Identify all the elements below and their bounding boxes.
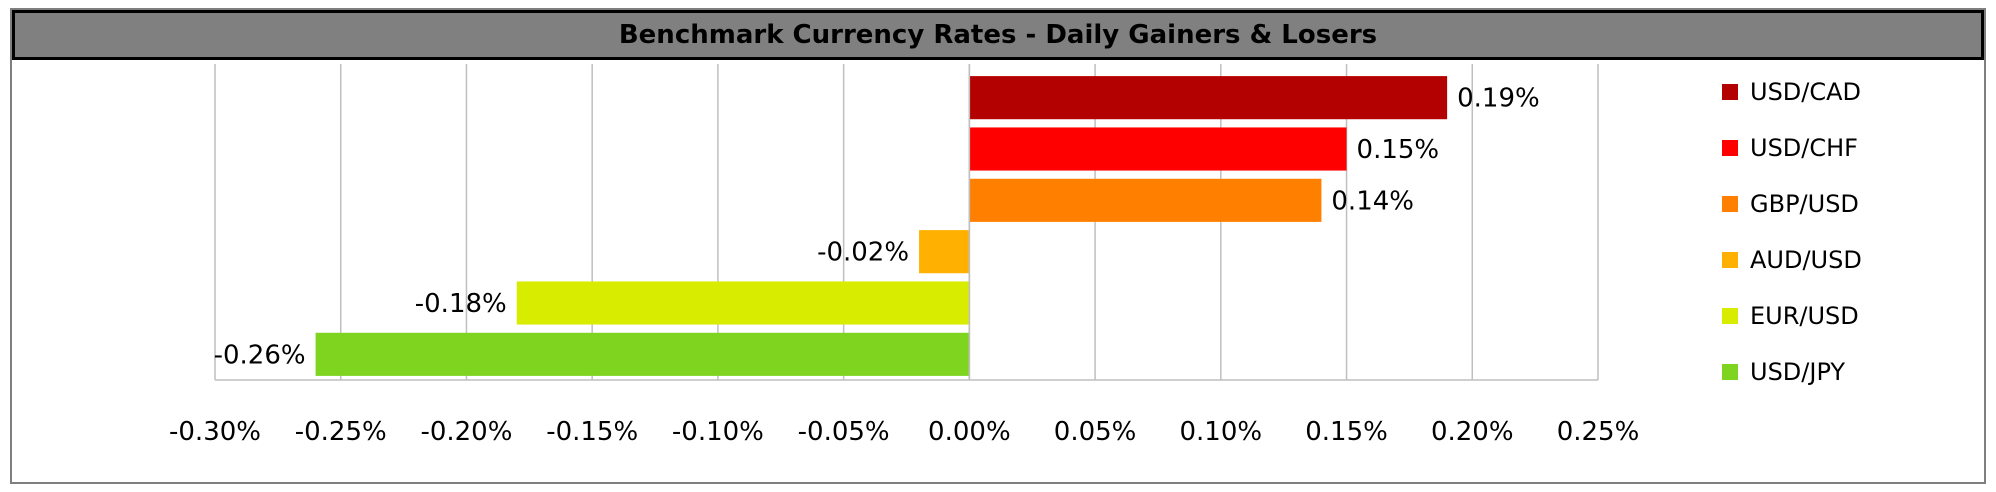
legend-swatch [1722, 252, 1738, 268]
legend-label: AUD/USD [1750, 246, 1862, 274]
bar-usd-chf [969, 127, 1347, 171]
x-tick-label: 0.20% [1431, 417, 1514, 447]
data-label: 0.19% [1457, 84, 1540, 114]
legend-label: EUR/USD [1750, 302, 1859, 330]
x-tick-label: 0.25% [1557, 417, 1640, 447]
legend-swatch [1722, 140, 1738, 156]
x-tick-label: 0.15% [1305, 417, 1388, 447]
bar-eur-usd [516, 281, 970, 325]
x-tick-label: 0.00% [928, 417, 1011, 447]
legend-label: USD/CAD [1750, 78, 1861, 106]
data-label: 0.14% [1331, 186, 1414, 216]
x-tick-label: -0.15% [546, 417, 638, 447]
gridlines [214, 64, 1599, 381]
x-tick-label: 0.05% [1054, 417, 1137, 447]
data-label: -0.18% [415, 289, 507, 319]
legend-swatch [1722, 196, 1738, 212]
x-tick-label: -0.05% [798, 417, 890, 447]
data-label: 0.15% [1357, 135, 1440, 165]
x-tick-label: -0.25% [295, 417, 387, 447]
data-labels: 0.19% 0.15% 0.14% -0.02% -0.18% -0.26% [214, 84, 1540, 371]
chart-title: Benchmark Currency Rates - Daily Gainers… [618, 20, 1378, 50]
legend: USD/CAD USD/CHF GBP/USD AUD/USD EUR/USD USD/J… [1722, 78, 1862, 386]
x-tick-label: -0.10% [672, 417, 764, 447]
legend-swatch [1722, 84, 1738, 100]
x-tick-label: -0.30% [169, 417, 261, 447]
data-label: -0.02% [817, 238, 909, 268]
x-axis-ticks: -0.30% -0.25% -0.20% -0.15% -0.10% -0.05% 0.00… [169, 417, 1639, 447]
legend-label: GBP/USD [1750, 190, 1859, 218]
data-label: -0.26% [214, 340, 306, 370]
legend-label: USD/CHF [1750, 134, 1858, 162]
chart-title-bar: Benchmark Currency Rates - Daily Gainers… [12, 10, 1984, 60]
x-tick-label: -0.20% [420, 417, 512, 447]
legend-swatch [1722, 364, 1738, 380]
bar-usd-cad [969, 76, 1448, 120]
x-tick-label: 0.10% [1180, 417, 1263, 447]
bar-usd-jpy [315, 332, 970, 376]
bar-aud-usd [919, 230, 970, 274]
legend-label: USD/JPY [1750, 358, 1845, 386]
bar-gbp-usd [969, 178, 1322, 222]
legend-swatch [1722, 308, 1738, 324]
bars [315, 64, 1448, 380]
